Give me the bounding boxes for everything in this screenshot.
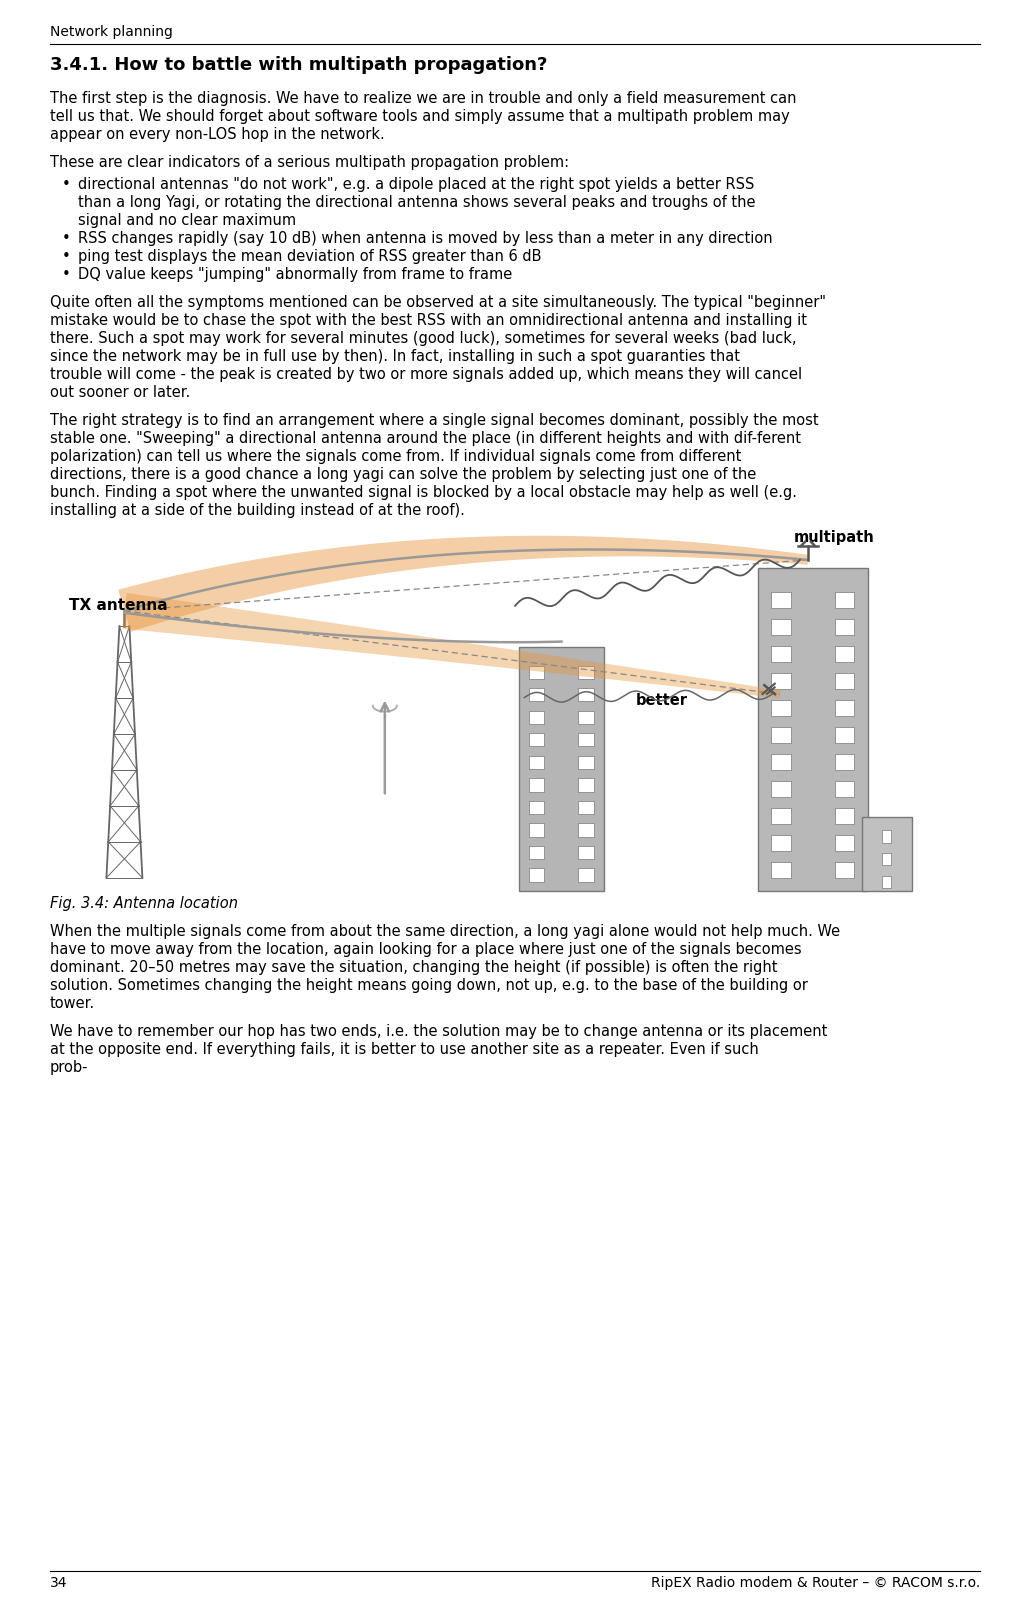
Text: ping test displays the mean deviation of RSS greater than 6 dB: ping test displays the mean deviation of… (78, 249, 541, 264)
Text: at the opposite end. If everything fails, it is better to use another site as a : at the opposite end. If everything fails… (50, 1043, 759, 1057)
Text: 34: 34 (50, 1577, 67, 1589)
Bar (834, 809, 855, 825)
Bar (834, 646, 855, 662)
Bar (834, 592, 855, 608)
Text: dominant. 20–50 metres may save the situation, changing the height (if possible): dominant. 20–50 metres may save the situ… (50, 961, 778, 975)
Bar (862, 817, 912, 891)
Text: DQ value keeps "jumping" abnormally from frame to frame: DQ value keeps "jumping" abnormally from… (78, 267, 513, 283)
Text: stable one. "Sweeping" a directional antenna around the place (in different heig: stable one. "Sweeping" a directional ant… (50, 432, 801, 446)
Text: mistake would be to chase the spot with the best RSS with an omnidirectional ant: mistake would be to chase the spot with … (50, 313, 807, 328)
Text: These are clear indicators of a serious multipath propagation problem:: These are clear indicators of a serious … (50, 155, 569, 171)
Text: We have to remember our hop has two ends, i.e. the solution may be to change ant: We have to remember our hop has two ends… (50, 1025, 827, 1039)
Bar (771, 728, 790, 744)
Text: polarization) can tell us where the signals come from. If individual signals com: polarization) can tell us where the sign… (50, 449, 741, 464)
Bar (834, 835, 855, 851)
Bar (758, 568, 868, 891)
Text: multipath: multipath (794, 529, 875, 545)
Text: directions, there is a good chance a long yagi can solve the problem by selectin: directions, there is a good chance a lon… (50, 467, 757, 483)
Bar (529, 846, 544, 859)
Text: •: • (62, 267, 70, 283)
Bar (529, 688, 544, 702)
Text: than a long Yagi, or rotating the directional antenna shows several peaks and tr: than a long Yagi, or rotating the direct… (78, 195, 756, 211)
Text: there. Such a spot may work for several minutes (good luck), sometimes for sever: there. Such a spot may work for several … (50, 331, 796, 347)
Bar (771, 862, 790, 878)
Text: bunch. Finding a spot where the unwanted signal is blocked by a local obstacle m: bunch. Finding a spot where the unwanted… (50, 486, 797, 500)
Bar (834, 619, 855, 635)
Text: RSS changes rapidly (say 10 dB) when antenna is moved by less than a meter in an: RSS changes rapidly (say 10 dB) when ant… (78, 232, 773, 246)
Text: tower.: tower. (50, 996, 95, 1012)
Bar (529, 801, 544, 814)
Text: out sooner or later.: out sooner or later. (50, 385, 190, 400)
Text: prob-: prob- (50, 1060, 89, 1076)
Bar (579, 823, 594, 836)
Text: •: • (62, 232, 70, 246)
Text: The first step is the diagnosis. We have to realize we are in trouble and only a: The first step is the diagnosis. We have… (50, 91, 796, 107)
Bar (579, 846, 594, 859)
Text: appear on every non-LOS hop in the network.: appear on every non-LOS hop in the netwo… (50, 128, 385, 142)
Text: have to move away from the location, again looking for a place where just one of: have to move away from the location, aga… (50, 942, 801, 958)
Bar (834, 728, 855, 744)
Bar (771, 592, 790, 608)
Bar (579, 710, 594, 724)
Bar (834, 673, 855, 689)
Bar (579, 688, 594, 702)
Bar (579, 756, 594, 769)
Bar (834, 862, 855, 878)
Bar (771, 700, 790, 716)
Bar (529, 823, 544, 836)
Bar (882, 830, 891, 843)
Polygon shape (123, 593, 781, 699)
Text: TX antenna: TX antenna (68, 598, 167, 612)
Bar (579, 732, 594, 747)
Bar (834, 755, 855, 771)
Text: •: • (62, 177, 70, 192)
Text: installing at a side of the building instead of at the roof).: installing at a side of the building ins… (50, 504, 465, 518)
Bar (579, 868, 594, 881)
Bar (579, 665, 594, 680)
Bar (529, 779, 544, 792)
Bar (579, 801, 594, 814)
Polygon shape (118, 536, 809, 632)
Bar (834, 700, 855, 716)
Text: When the multiple signals come from about the same direction, a long yagi alone : When the multiple signals come from abou… (50, 924, 840, 939)
Bar (771, 646, 790, 662)
Bar (529, 732, 544, 747)
Bar (529, 665, 544, 680)
Bar (771, 782, 790, 798)
Text: solution. Sometimes changing the height means going down, not up, e.g. to the ba: solution. Sometimes changing the height … (50, 979, 808, 993)
Text: •: • (62, 249, 70, 264)
Text: signal and no clear maximum: signal and no clear maximum (78, 213, 296, 229)
Text: Fig. 3.4: Antenna location: Fig. 3.4: Antenna location (50, 897, 238, 911)
Text: Quite often all the symptoms mentioned can be observed at a site simultaneously.: Quite often all the symptoms mentioned c… (50, 296, 826, 310)
Bar (529, 756, 544, 769)
Text: RipEX Radio modem & Router – © RACOM s.r.o.: RipEX Radio modem & Router – © RACOM s.r… (650, 1577, 980, 1589)
Bar (519, 646, 604, 891)
Text: 3.4.1. How to battle with multipath propagation?: 3.4.1. How to battle with multipath prop… (50, 56, 547, 74)
Text: directional antennas "do not work", e.g. a dipole placed at the right spot yield: directional antennas "do not work", e.g.… (78, 177, 755, 192)
Bar (579, 779, 594, 792)
Bar (771, 755, 790, 771)
Text: since the network may be in full use by then). In fact, installing in such a spo: since the network may be in full use by … (50, 350, 740, 365)
Bar (529, 710, 544, 724)
Bar (771, 673, 790, 689)
Bar (529, 868, 544, 881)
Bar (882, 852, 891, 865)
Text: tell us that. We should forget about software tools and simply assume that a mul: tell us that. We should forget about sof… (50, 109, 790, 125)
Text: The right strategy is to find an arrangement where a single signal becomes domin: The right strategy is to find an arrange… (50, 414, 819, 429)
Bar (771, 835, 790, 851)
Bar (834, 782, 855, 798)
Bar (771, 619, 790, 635)
Text: better: better (636, 692, 688, 708)
Text: Network planning: Network planning (50, 26, 173, 38)
Bar (882, 876, 891, 889)
Bar (771, 809, 790, 825)
Text: trouble will come - the peak is created by two or more signals added up, which m: trouble will come - the peak is created … (50, 368, 803, 382)
